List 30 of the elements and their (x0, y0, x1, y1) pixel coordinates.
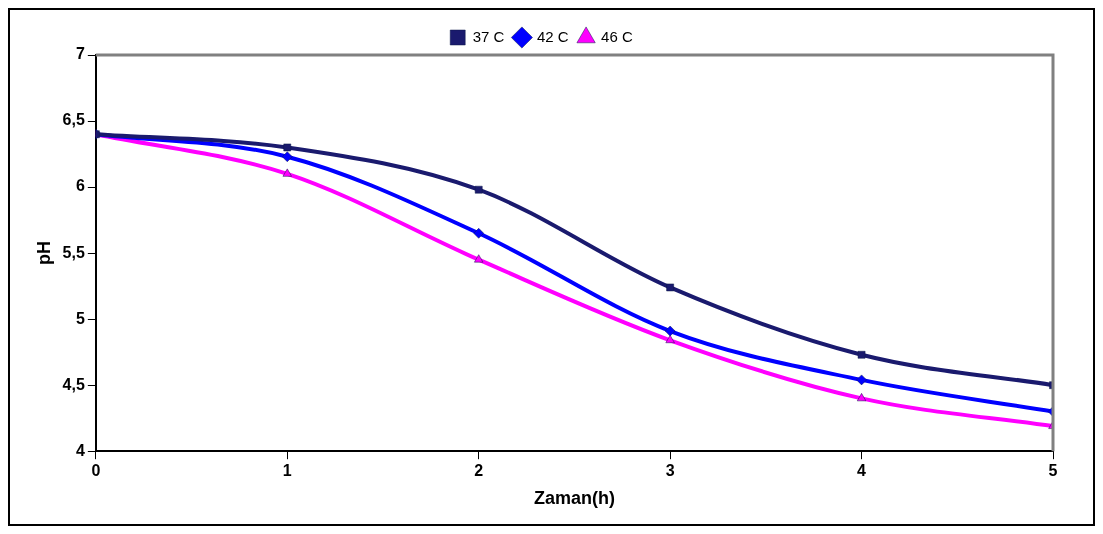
point (664, 325, 676, 337)
x-tick-label: 3 (665, 462, 675, 480)
x-tick-label: 5 (1048, 462, 1058, 480)
y-axis-title: pH (33, 241, 54, 266)
x-tick-label: 1 (282, 462, 292, 480)
x-tick-label: 4 (857, 462, 867, 480)
y-tick-label: 5,5 (62, 243, 85, 261)
y-tick-label: 5 (75, 309, 85, 327)
legend-label: 37 C (472, 27, 505, 45)
point (665, 335, 675, 344)
point (283, 143, 292, 152)
point (282, 151, 293, 162)
point (474, 254, 484, 263)
point (473, 228, 484, 239)
point (856, 374, 867, 386)
point (666, 283, 674, 292)
point (857, 351, 866, 359)
x-axis-title: Zaman(h) (533, 488, 615, 509)
point (282, 168, 292, 177)
legend-label: 42 C (536, 27, 569, 45)
legend-label: 46 C (601, 27, 633, 45)
point (856, 393, 867, 402)
x-tick-label: 2 (474, 462, 484, 480)
y-tick-label: 7 (75, 45, 85, 63)
x-tick-label: 0 (91, 462, 101, 480)
y-tick-label: 6,5 (62, 111, 85, 129)
y-tick-label: 4,5 (62, 375, 85, 393)
y-tick-label: 6 (75, 177, 85, 195)
y-tick-label: 4 (75, 441, 85, 459)
point (474, 185, 483, 194)
